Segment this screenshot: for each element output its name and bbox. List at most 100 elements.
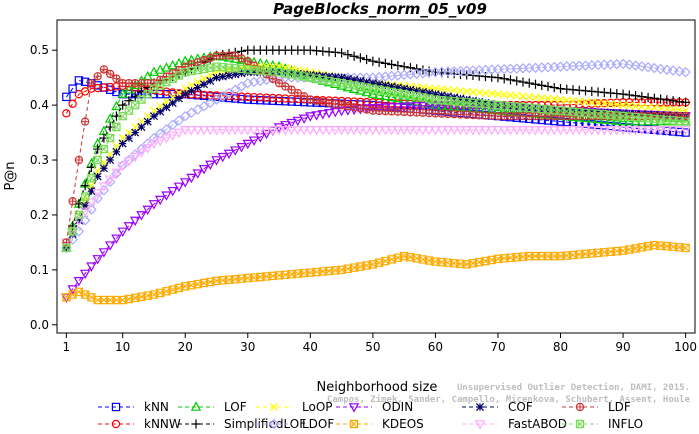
data-point: [79, 269, 91, 280]
data-point: [405, 126, 416, 136]
data-point: [80, 77, 90, 86]
data-point: [148, 139, 160, 150]
data-point: [356, 76, 365, 85]
data-point: [630, 91, 641, 101]
data-point: [74, 76, 84, 85]
data-point: [104, 175, 116, 185]
data-point: [273, 126, 285, 136]
legend-marker: [190, 401, 202, 411]
data-point: [180, 178, 191, 188]
legend-marker: [475, 402, 485, 412]
data-point: [674, 126, 685, 136]
x-tick-label: 30: [240, 340, 255, 354]
plot-frame: [56, 19, 696, 334]
data-point: [649, 126, 660, 136]
data-point: [129, 216, 141, 227]
series-line: [65, 63, 686, 249]
data-point: [661, 126, 673, 136]
data-point: [198, 165, 210, 175]
data-point: [62, 243, 71, 253]
data-point: [642, 126, 654, 136]
data-point: [355, 53, 365, 63]
data-point: [537, 80, 547, 90]
data-point: [386, 103, 397, 113]
data-point: [468, 96, 477, 105]
legend-marker: [191, 419, 201, 429]
data-point: [512, 76, 522, 86]
data-point: [250, 68, 259, 77]
data-point: [99, 164, 108, 173]
data-point: [292, 116, 304, 127]
data-point: [68, 227, 77, 236]
data-point: [618, 89, 628, 99]
data-point: [274, 78, 284, 88]
legend-item-cof: COF: [462, 400, 533, 414]
data-point: [93, 83, 102, 93]
data-point: [362, 78, 371, 87]
data-point: [355, 126, 366, 136]
legend: kNNkNNWLOFSimplifiedLOFLoOPLDOFODINKDEOS…: [98, 400, 643, 431]
data-point: [168, 88, 177, 97]
y-tick-label: 0.0: [30, 318, 49, 332]
data-point: [592, 126, 604, 136]
data-point: [243, 56, 252, 66]
data-point: [450, 86, 459, 95]
data-point: [575, 107, 584, 116]
data-point: [381, 81, 390, 90]
y-tick-label: 0.1: [30, 263, 49, 277]
data-point: [406, 85, 415, 94]
data-point: [217, 126, 228, 136]
data-point: [630, 126, 641, 136]
data-point: [111, 234, 122, 244]
data-point: [511, 126, 522, 136]
data-point: [587, 120, 596, 129]
data-point: [231, 92, 240, 101]
data-point: [205, 126, 216, 136]
data-point: [462, 95, 471, 104]
data-point: [218, 72, 227, 81]
series-inflo: [62, 62, 690, 253]
data-point: [199, 80, 209, 89]
chart-title: PageBlocks_norm_05_v09: [273, 0, 487, 18]
data-point: [331, 73, 340, 82]
data-point: [436, 101, 447, 111]
data-point: [617, 126, 629, 136]
x-tick-label: 40: [303, 340, 318, 354]
data-point: [98, 248, 110, 258]
data-point: [205, 160, 216, 171]
data-point: [87, 78, 96, 88]
data-point: [637, 102, 646, 111]
data-point: [662, 95, 672, 105]
data-point: [475, 88, 484, 97]
data-point: [387, 82, 396, 91]
data-point: [300, 70, 309, 79]
data-point: [142, 205, 153, 216]
data-point: [149, 89, 159, 99]
data-point: [549, 126, 560, 136]
data-point: [430, 126, 441, 136]
data-point: [599, 126, 610, 136]
data-point: [423, 126, 435, 136]
data-point: [467, 126, 479, 136]
data-point: [367, 126, 379, 136]
data-point: [131, 128, 140, 137]
data-point: [442, 126, 454, 136]
x-tick-label: 1: [63, 340, 71, 354]
legend-label: LOF: [224, 400, 247, 414]
legend-item-ldof: LDOF: [256, 417, 334, 431]
data-point: [74, 155, 84, 165]
data-point: [411, 126, 422, 136]
data-point: [230, 146, 241, 156]
data-point: [193, 83, 202, 92]
data-point: [86, 198, 97, 208]
data-point: [530, 79, 541, 89]
data-point: [186, 173, 197, 184]
data-point: [636, 126, 648, 136]
legend-marker: [474, 420, 486, 430]
data-point: [374, 98, 384, 107]
data-point: [274, 94, 284, 103]
data-point: [437, 85, 446, 94]
data-point: [98, 182, 110, 192]
data-point: [137, 95, 146, 104]
legend-label: LDF: [608, 400, 631, 414]
